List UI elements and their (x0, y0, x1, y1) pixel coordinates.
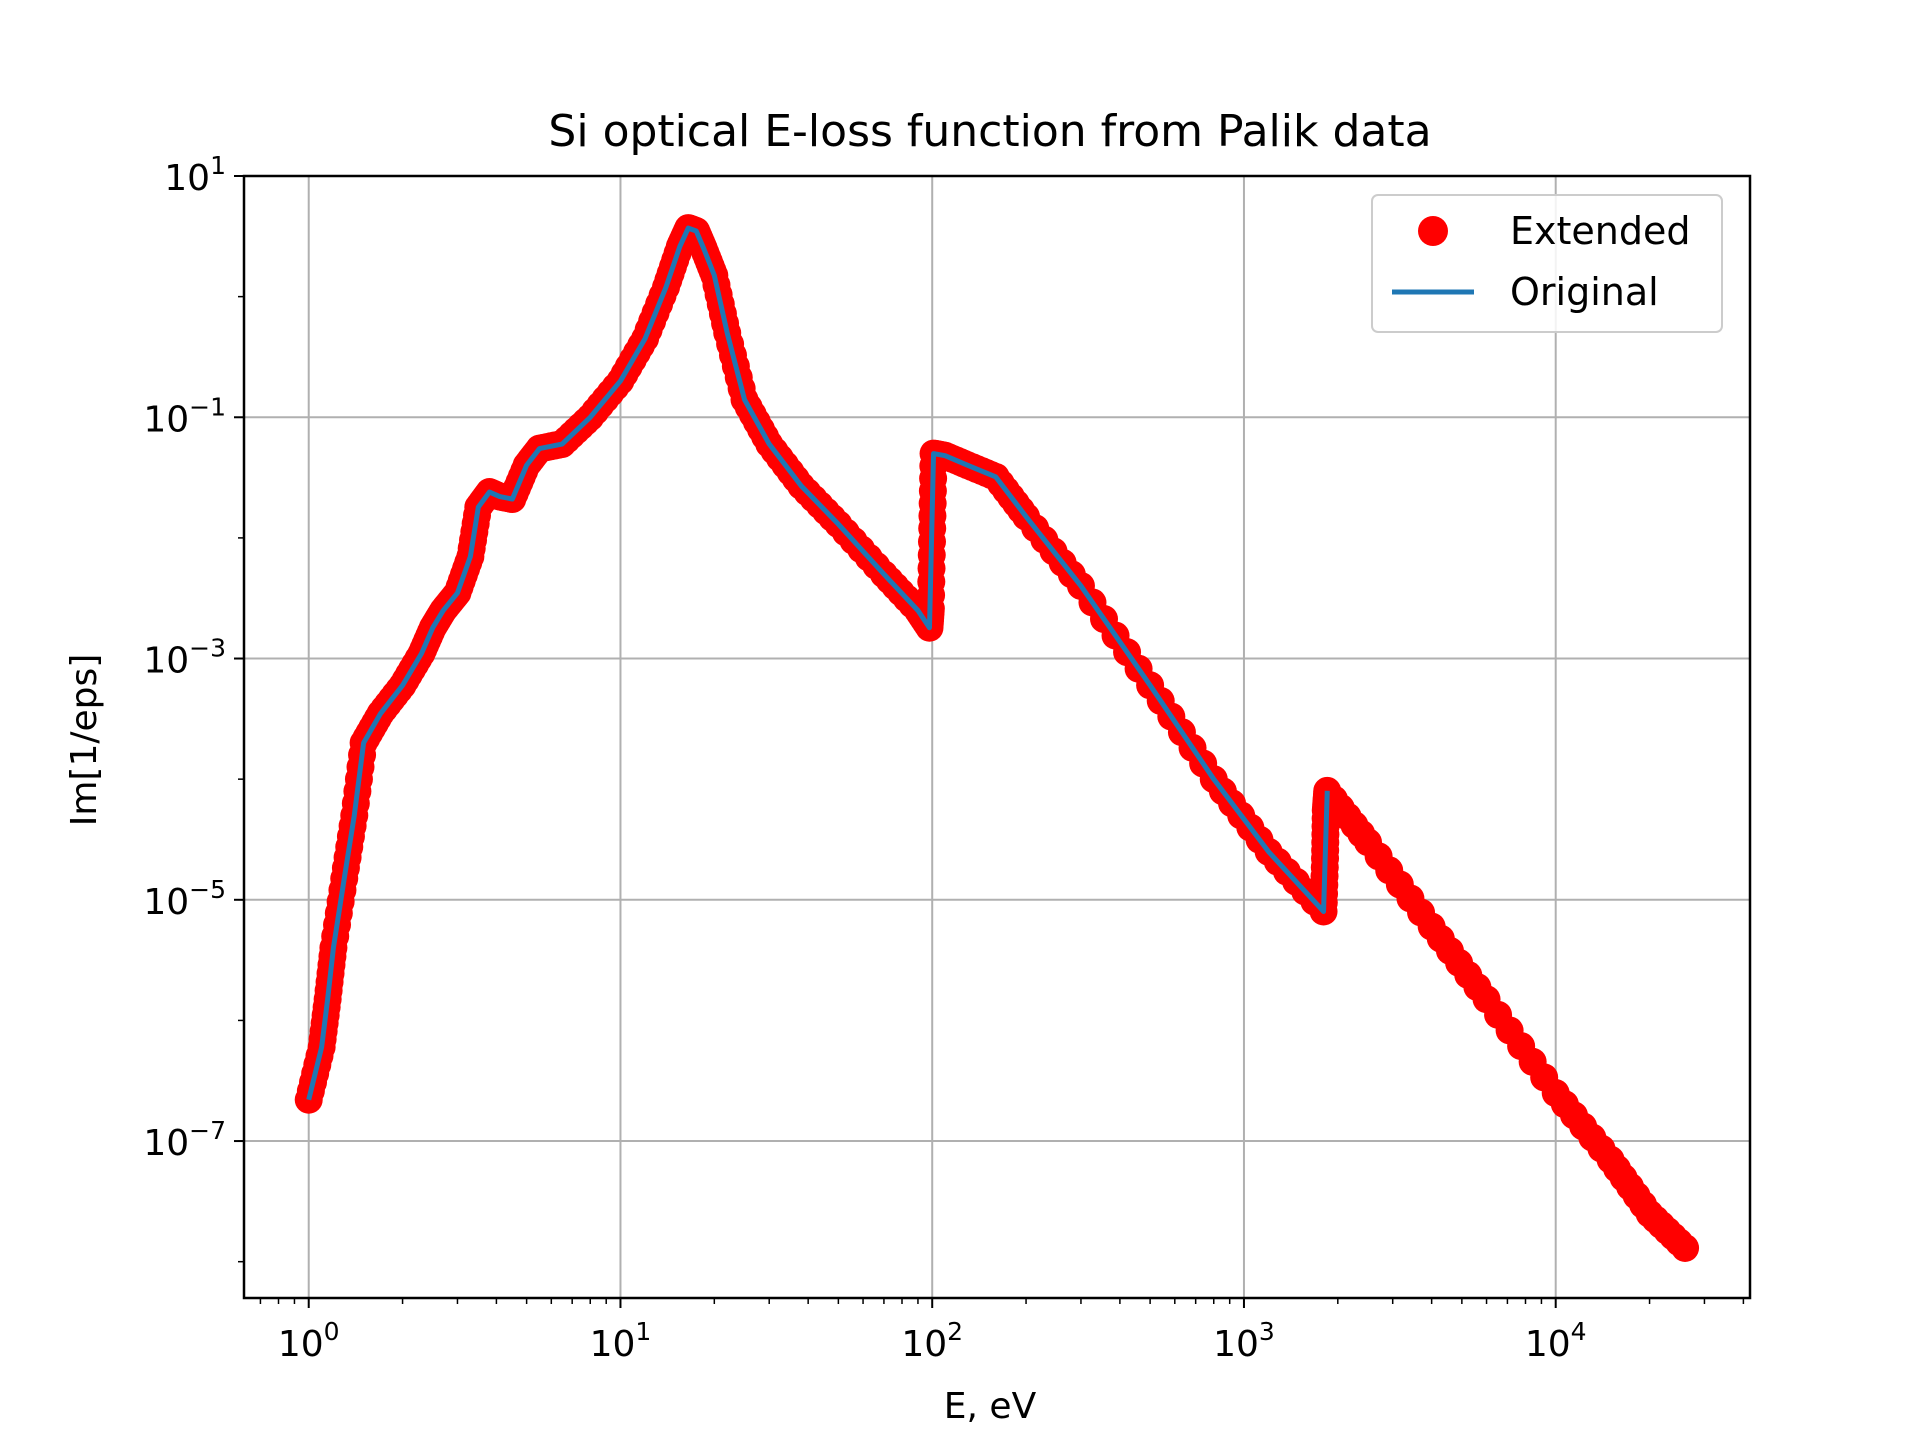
y-tick-label: 10−3 (143, 634, 226, 682)
x-axis-label: E, eV (944, 1386, 1037, 1427)
chart-title: Si optical E-loss function from Palik da… (548, 106, 1431, 157)
series-line-original (306, 225, 1330, 1101)
y-tick-label: 101 (164, 151, 226, 199)
series-original (306, 225, 1330, 1101)
x-tick-label: 101 (590, 1317, 652, 1365)
legend-box (1371, 194, 1723, 333)
series-layer (294, 214, 1700, 1262)
y-axis-label: Im[1/eps] (64, 654, 105, 827)
axes: 100 101 102 103 104 101 10−1 10−3 10−5 10−7 (143, 151, 1752, 1365)
x-tick-label: 103 (1213, 1317, 1275, 1365)
x-tick-label: 102 (901, 1317, 963, 1365)
x-tick-label: 100 (278, 1317, 340, 1365)
legend: Extended Original (1371, 194, 1723, 333)
legend-marker-extended (1418, 216, 1448, 246)
data-point-extended (1671, 1233, 1700, 1262)
plot-frame (242, 174, 1752, 1300)
y-tick-label: 10−1 (143, 392, 226, 440)
x-tick-label: 104 (1525, 1317, 1587, 1365)
legend-label-extended: Extended (1510, 209, 1690, 253)
y-tick-label: 10−7 (143, 1116, 226, 1164)
legend-label-original: Original (1510, 270, 1659, 314)
y-tick-label: 10−5 (143, 875, 226, 923)
